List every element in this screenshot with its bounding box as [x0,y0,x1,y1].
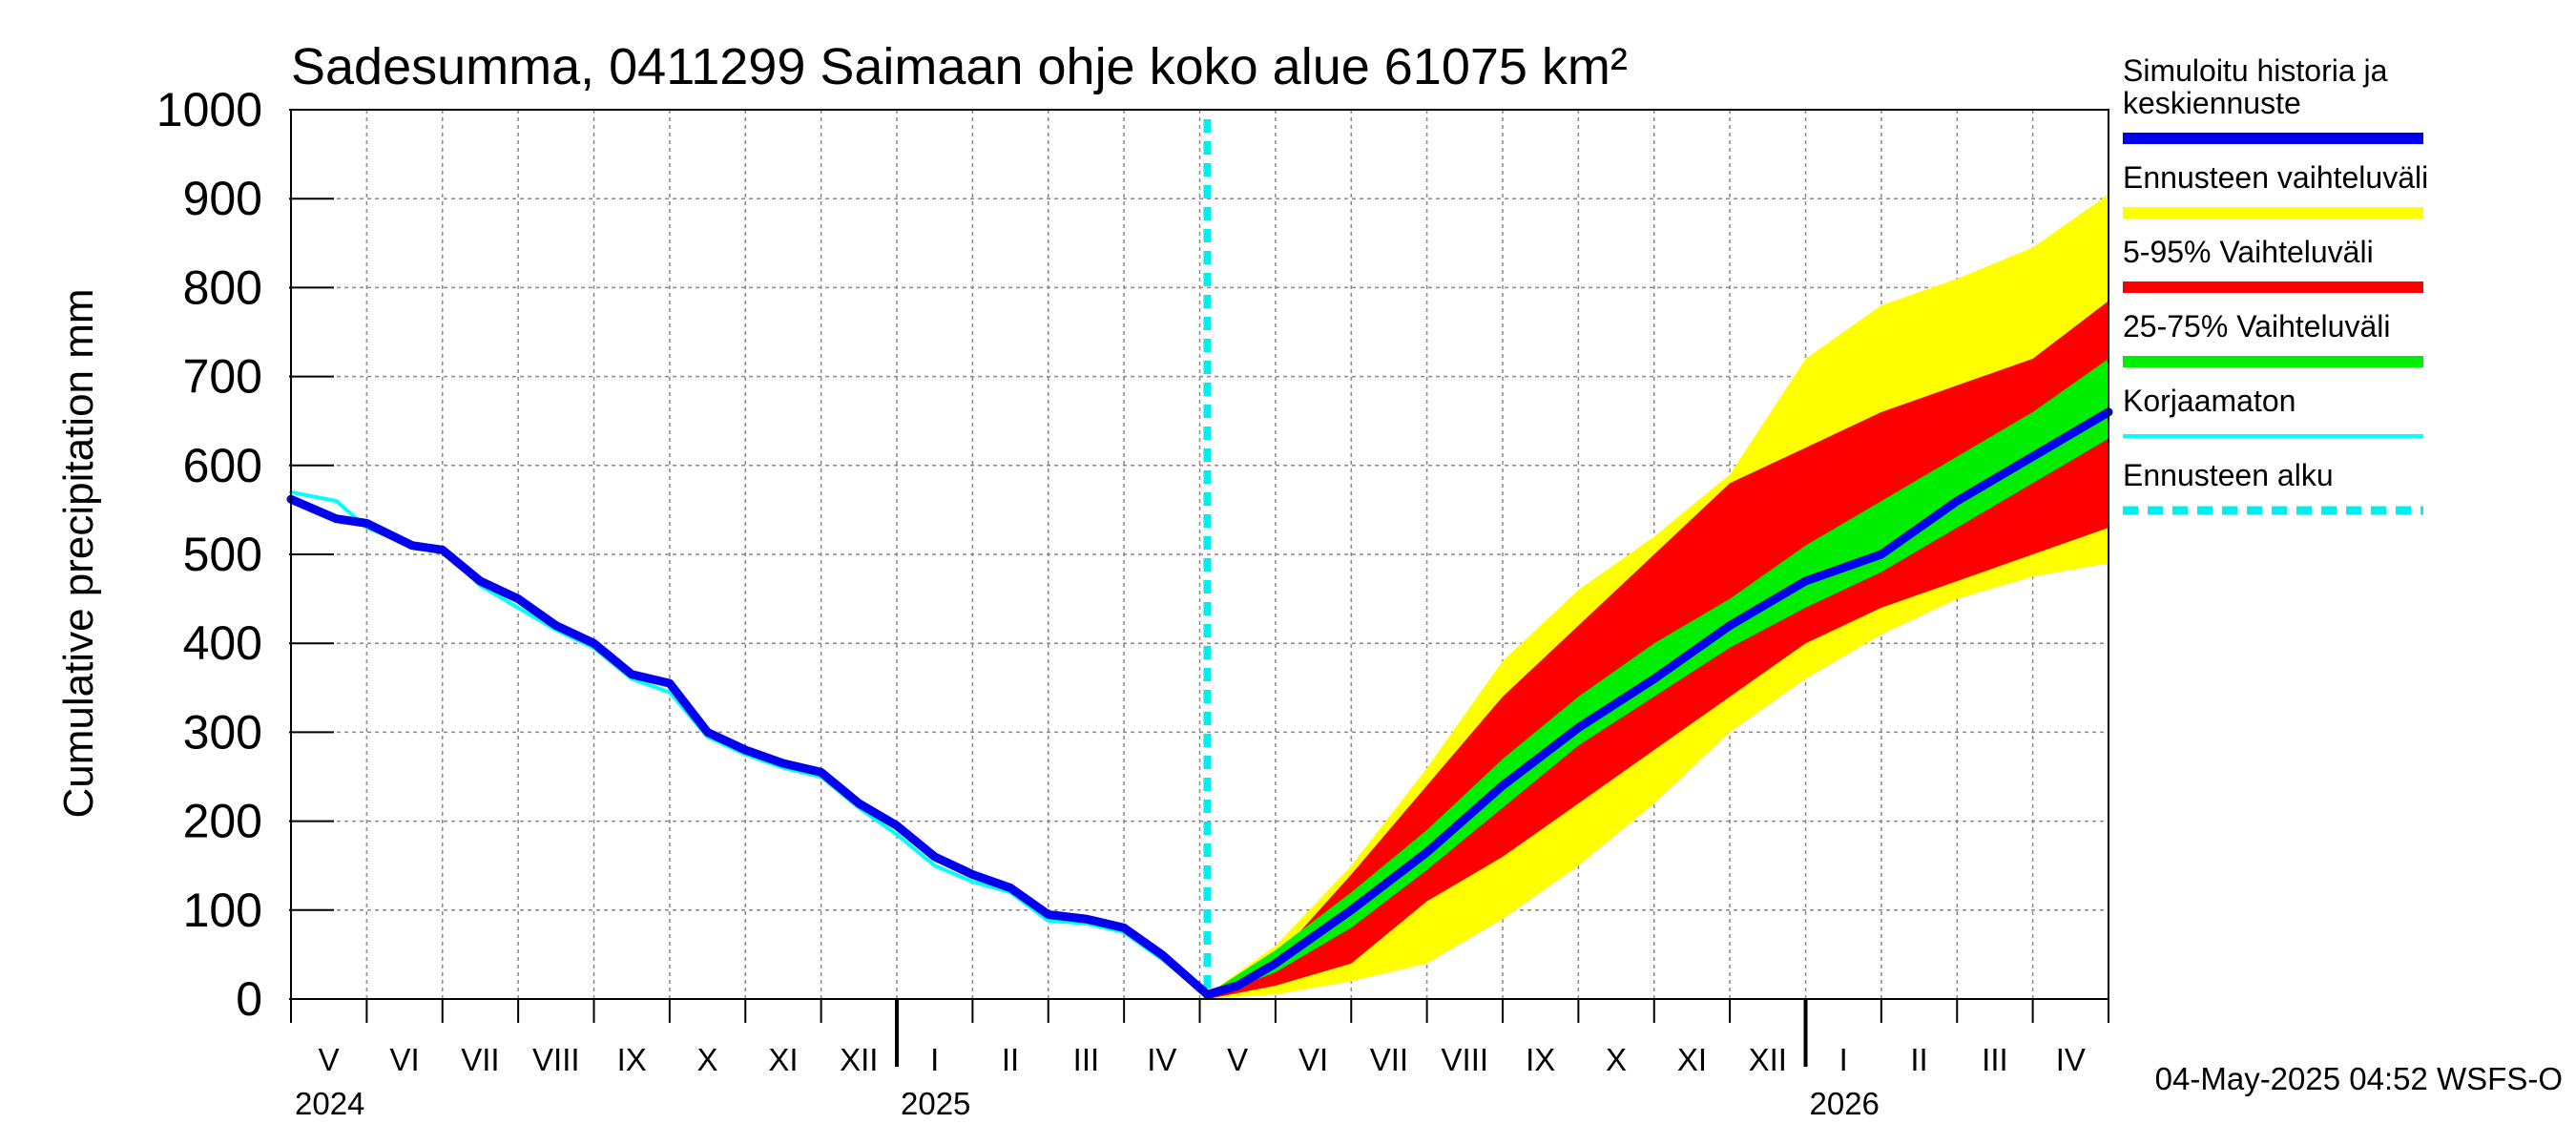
y-tick-label: 500 [183,528,262,581]
x-axis: V VI VII VIII IX X XI XII I II III IV V VI VII VIII IX X X… [290,999,2109,1121]
month-label: XI [1677,1042,1707,1077]
lines-layer [286,119,2113,999]
month-label: II [1002,1042,1019,1077]
month-label: X [697,1042,718,1077]
legend-label: Ennusteen vaihteluväli [2123,160,2428,195]
legend-label: 25-75% Vaihteluväli [2123,309,2390,344]
y-tick-label: 800 [183,260,262,314]
y-tick-label: 1000 [156,83,262,136]
y-tick-label: 400 [183,616,262,670]
footer-timestamp: 04-May-2025 04:52 WSFS-O [2155,1061,2563,1096]
month-label: IX [617,1042,647,1077]
month-label: IV [1147,1042,1176,1077]
month-label: VII [1370,1042,1408,1077]
month-label: VII [461,1042,499,1077]
legend-label: Ennusteen alku [2123,458,2334,492]
legend-label: keskiennuste [2123,86,2301,120]
y-tick-label: 200 [183,795,262,848]
year-label: 2025 [901,1086,970,1121]
year-label: 2026 [1810,1086,1880,1121]
month-label: VI [389,1042,419,1077]
month-label: V [319,1042,340,1077]
month-label: IX [1526,1042,1555,1077]
month-label: XI [768,1042,798,1077]
y-tick-label: 300 [183,705,262,759]
y-tick-label: 0 [236,972,262,1026]
month-label: XII [1749,1042,1787,1077]
month-label: VIII [1442,1042,1489,1077]
legend-label: 5-95% Vaihteluväli [2123,235,2374,269]
month-label: IV [2056,1042,2086,1077]
y-axis-label: Cumulative precipitation mm [55,288,102,818]
month-label: VIII [532,1042,580,1077]
month-label: I [930,1042,939,1077]
y-tick-label: 100 [183,884,262,937]
month-label: V [1227,1042,1248,1077]
month-label: VI [1298,1042,1328,1077]
chart-title: Sadesumma, 0411299 Saimaan ohje koko alu… [291,38,1628,95]
month-label: X [1606,1042,1627,1077]
y-axis: 0 100 200 300 400 500 600 700 800 900 1000 [156,83,334,1026]
month-label: XII [840,1042,878,1077]
month-label: II [1910,1042,1927,1077]
month-label: III [1982,1042,2008,1077]
legend-label: Simuloitu historia ja [2123,53,2388,88]
series-mean-line [286,407,2113,999]
y-tick-label: 900 [183,172,262,225]
month-label: I [1839,1042,1848,1077]
legend-label: Korjaamaton [2123,384,2296,418]
y-tick-label: 600 [183,439,262,492]
y-tick-label: 700 [183,350,262,404]
year-label: 2024 [295,1086,364,1121]
month-label: III [1073,1042,1100,1077]
